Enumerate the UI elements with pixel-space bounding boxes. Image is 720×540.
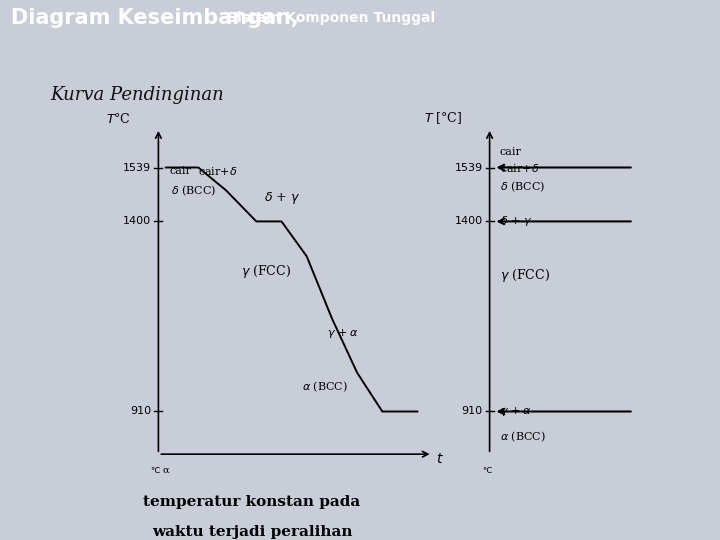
Text: 910: 910 xyxy=(130,407,151,416)
Text: $\gamma$ (FCC): $\gamma$ (FCC) xyxy=(241,264,291,280)
Text: $\alpha$ (BCC): $\alpha$ (BCC) xyxy=(500,429,546,444)
Text: $\delta$ (BCC): $\delta$ (BCC) xyxy=(500,179,545,194)
Text: $\delta$ (BCC): $\delta$ (BCC) xyxy=(171,183,216,198)
Text: ℃: ℃ xyxy=(150,466,160,475)
Text: temperatur konstan pada: temperatur konstan pada xyxy=(143,495,361,509)
Text: cair: cair xyxy=(169,166,192,176)
Text: 1400: 1400 xyxy=(454,217,482,226)
Text: $T$°C: $T$°C xyxy=(106,112,130,126)
Text: cair: cair xyxy=(500,146,521,157)
Text: $\delta$ + $\gamma$: $\delta$ + $\gamma$ xyxy=(264,190,300,206)
Text: $t$: $t$ xyxy=(436,452,444,466)
Text: 1539: 1539 xyxy=(123,163,151,172)
Text: cair+$\delta$: cair+$\delta$ xyxy=(500,161,539,173)
Text: 1400: 1400 xyxy=(123,217,151,226)
Text: Kurva Pendinginan: Kurva Pendinginan xyxy=(50,85,224,104)
Text: ℃: ℃ xyxy=(482,466,491,475)
Text: $\alpha$ (BCC): $\alpha$ (BCC) xyxy=(302,379,348,394)
Text: $\gamma$ (FCC): $\gamma$ (FCC) xyxy=(500,267,549,284)
Text: $\gamma$ + $\alpha$: $\gamma$ + $\alpha$ xyxy=(500,405,532,418)
Text: Diagram Keseimbangan,: Diagram Keseimbangan, xyxy=(11,8,299,28)
Text: $\delta$ + $\gamma$: $\delta$ + $\gamma$ xyxy=(500,214,532,228)
Text: $T$ [°C]: $T$ [°C] xyxy=(423,110,462,126)
Text: α: α xyxy=(162,466,169,475)
Text: 1539: 1539 xyxy=(454,163,482,172)
Text: cair+$\delta$: cair+$\delta$ xyxy=(198,165,238,177)
Text: waktu terjadi peralihan: waktu terjadi peralihan xyxy=(152,525,352,539)
Text: 910: 910 xyxy=(462,407,482,416)
Text: $\gamma$ + $\alpha$: $\gamma$ + $\alpha$ xyxy=(327,327,359,340)
Text: Sistem Komponen Tunggal: Sistem Komponen Tunggal xyxy=(227,11,435,24)
